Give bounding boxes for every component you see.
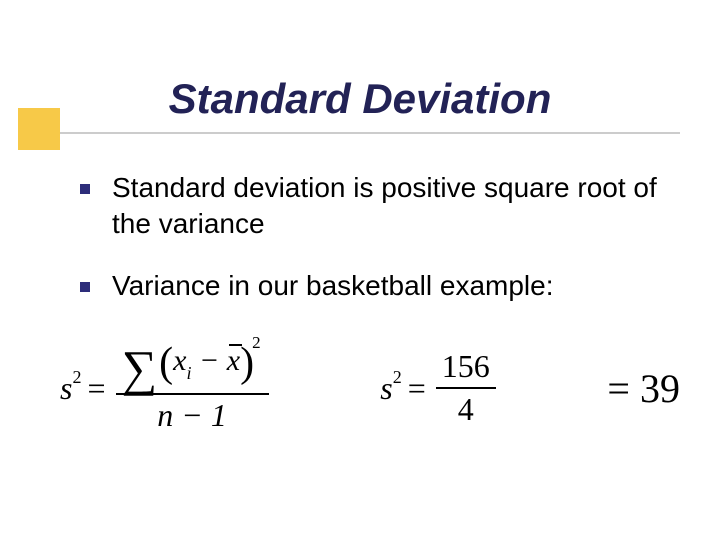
open-paren: ( <box>159 342 173 384</box>
numerator: 156 <box>436 346 496 387</box>
bullet-marker <box>80 282 90 292</box>
title-underline <box>20 132 680 134</box>
denominator: 4 <box>452 389 480 430</box>
lhs-symbol: s <box>380 370 392 406</box>
formula-row: s2 = ∑ ( xi − x ) 2 n − 1 s2 = 156 4 <box>60 340 680 436</box>
paren-sup: 2 <box>252 333 261 353</box>
variance-definition-formula: s2 = ∑ ( xi − x ) 2 n − 1 <box>60 340 269 436</box>
equals-sign: = <box>408 370 426 407</box>
denominator: n − 1 <box>151 395 233 436</box>
bullet-text: Variance in our basketball example: <box>112 268 554 304</box>
variance-numeric-formula: s2 = 156 4 <box>380 346 496 430</box>
bullet-list: Standard deviation is positive square ro… <box>80 170 665 329</box>
result-equals: = <box>607 366 630 411</box>
slide-title: Standard Deviation <box>0 75 720 123</box>
result-value: 39 <box>640 366 680 411</box>
lhs-symbol: s <box>60 370 72 406</box>
lhs-sup: 2 <box>72 367 81 387</box>
bullet-item: Variance in our basketball example: <box>80 268 665 304</box>
equals-sign: = <box>87 370 105 407</box>
bullet-marker <box>80 184 90 194</box>
lhs-sup: 2 <box>393 367 402 387</box>
inner-expression: xi − x <box>173 344 240 382</box>
result-expression: = 39 <box>607 365 680 412</box>
sigma-symbol: ∑ <box>122 346 158 391</box>
bullet-item: Standard deviation is positive square ro… <box>80 170 665 242</box>
bullet-text: Standard deviation is positive square ro… <box>112 170 665 242</box>
